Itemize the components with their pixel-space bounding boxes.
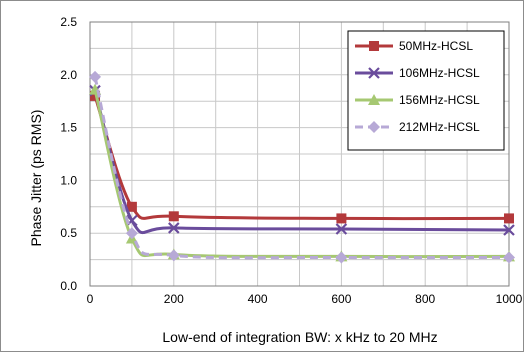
x-tick-label: 0 <box>87 292 94 306</box>
data-point <box>336 213 347 224</box>
data-point <box>335 223 348 235</box>
y-tick-label: 0.5 <box>60 226 77 240</box>
y-tick-label: 1.0 <box>60 173 77 187</box>
data-point <box>503 251 515 264</box>
data-point <box>167 249 180 262</box>
x-tick-label: 800 <box>415 292 435 306</box>
data-point <box>503 224 515 236</box>
x-tick-label: 200 <box>164 292 184 306</box>
data-point <box>168 211 179 222</box>
y-axis-label: Phase Jitter (ps RMS) <box>28 110 44 247</box>
y-tick-label: 2.5 <box>60 15 77 29</box>
x-tick-label: 600 <box>331 292 351 306</box>
series-lines <box>89 70 515 264</box>
series-line <box>93 95 510 221</box>
x-axis-ticks: 0 200 400 600 800 1000 <box>87 292 523 306</box>
legend: 50MHz-HCSL 106MHz-HCSL 156MHz-HCSL 212MHz-H… <box>347 30 505 151</box>
legend-label: 156MHz-HCSL <box>399 93 480 107</box>
data-point <box>335 251 348 264</box>
data-point <box>504 213 514 224</box>
data-point <box>89 70 102 83</box>
y-tick-label: 2.0 <box>60 68 77 82</box>
x-tick-label: 400 <box>248 292 268 306</box>
y-axis-ticks: 0.0 0.5 1.0 1.5 2.0 2.5 <box>60 15 77 293</box>
legend-marker <box>368 94 380 105</box>
legend-label: 212MHz-HCSL <box>399 120 480 134</box>
data-point <box>126 201 137 212</box>
data-point <box>125 227 138 240</box>
x-axis-label: Low-end of integration BW: x kHz to 20 M… <box>162 329 437 345</box>
legend-marker <box>368 67 380 79</box>
data-point <box>168 222 180 234</box>
y-tick-label: 1.5 <box>60 121 77 135</box>
series-line <box>93 76 510 260</box>
plot-area-frame <box>89 21 510 287</box>
x-tick-label: 1000 <box>496 292 523 306</box>
legend-marker <box>369 41 379 51</box>
legend-marker <box>368 121 380 133</box>
legend-label: 50MHz-HCSL <box>399 39 473 53</box>
legend-label: 106MHz-HCSL <box>399 66 480 80</box>
y-tick-label: 0.0 <box>60 279 77 293</box>
